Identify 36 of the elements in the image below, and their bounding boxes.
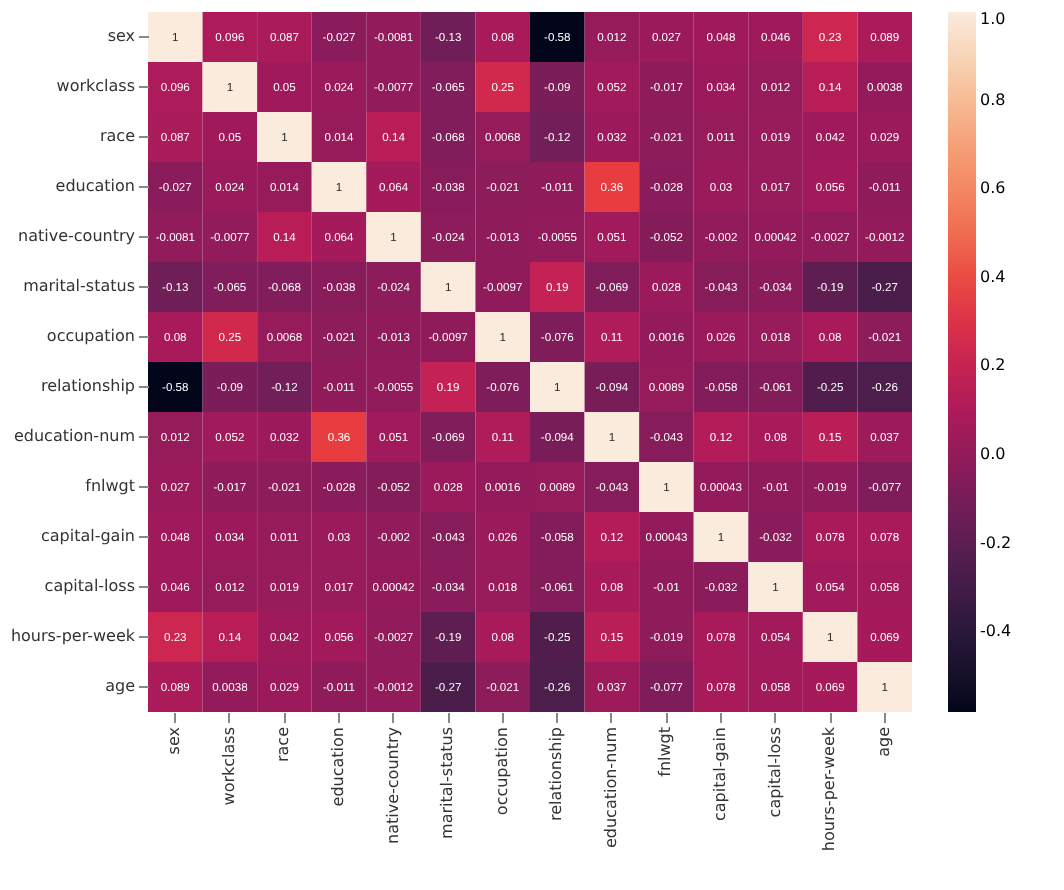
x-tick-label: education <box>329 727 347 807</box>
y-tick-label: occupation <box>46 327 135 345</box>
x-tick-label: education-num <box>601 726 620 849</box>
x-tick-label: native-country <box>383 726 402 844</box>
color-bar-label: 0.8 <box>980 90 1006 109</box>
color-bar-label: 0.0 <box>980 445 1006 464</box>
y-tick-label: relationship <box>40 377 135 395</box>
color-bar-label: 1.0 <box>980 10 1006 28</box>
x-tick-label: occupation <box>492 727 511 816</box>
y-tick-label: race <box>99 127 136 145</box>
x-tick-label: capital-loss <box>765 727 784 818</box>
y-tick-label: capital-gain <box>40 527 135 545</box>
x-tick-label: marital-status <box>438 727 457 839</box>
color-bar-label: -0.2 <box>980 533 1012 552</box>
y-tick-label: education-num <box>13 427 136 445</box>
y-tick-label: native-country <box>18 227 136 245</box>
x-tick-label: relationship <box>547 727 566 822</box>
y-tick-label: marital-status <box>23 277 135 295</box>
x-tick-label: capital-gain <box>711 727 729 822</box>
color-bar-label: -0.4 <box>980 622 1012 641</box>
x-tick-label: sex <box>165 726 184 755</box>
y-tick-label: fnlwgt <box>85 477 135 495</box>
y-tick-label: education <box>55 177 135 195</box>
y-tick-label: hours-per-week <box>10 627 136 645</box>
color-bar-label: 0.2 <box>980 356 1006 375</box>
y-tick-label: age <box>105 677 136 695</box>
x-tick-label: race <box>274 726 293 763</box>
color-bar-label: 0.6 <box>980 179 1006 198</box>
color-bar-label: 0.4 <box>980 267 1006 286</box>
x-tick-label: fnlwgt <box>656 727 675 777</box>
x-tick-label: workclass <box>219 727 238 806</box>
x-tick-label: age <box>874 726 893 757</box>
x-tick-label: hours-per-week <box>820 726 839 852</box>
y-tick-label: sex <box>107 27 136 45</box>
y-tick-label: capital-loss <box>44 577 135 595</box>
y-tick-label: workclass <box>56 77 135 95</box>
